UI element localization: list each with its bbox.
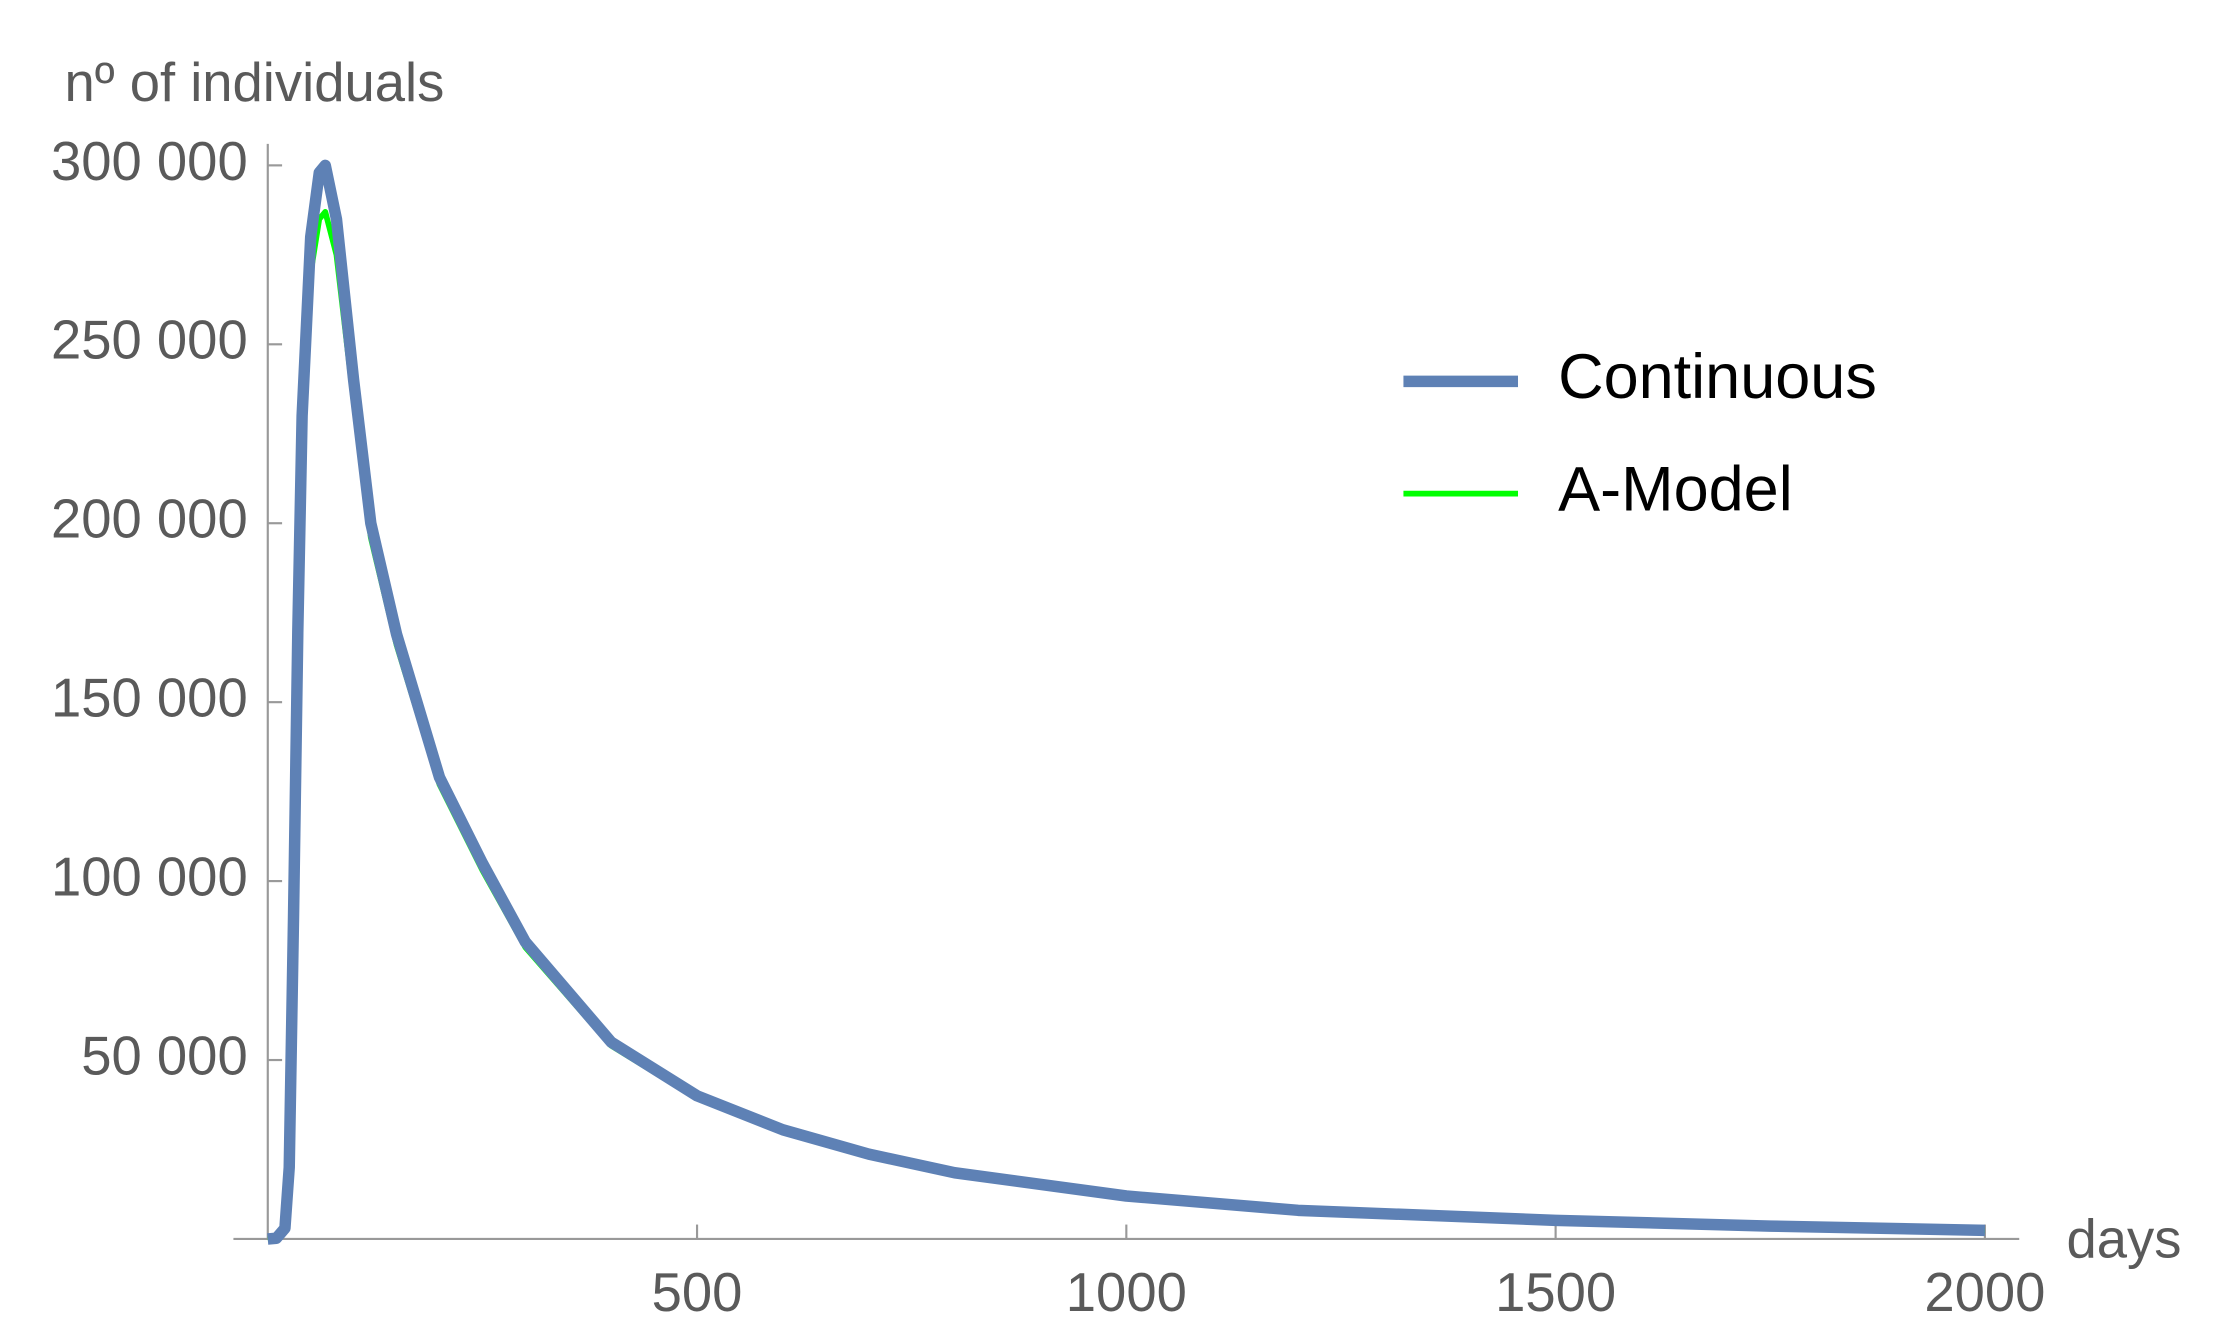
y-tick-label: 50 000 <box>81 1025 247 1086</box>
y-tick-label: 100 000 <box>51 846 248 907</box>
legend-label: A-Model <box>1558 454 1793 524</box>
series-line <box>267 159 1986 1245</box>
x-tick-label: 2000 <box>1924 1262 2045 1323</box>
x-axis-title: days <box>2066 1209 2181 1270</box>
y-tick-label: 150 000 <box>51 667 248 728</box>
x-tick-label: 1500 <box>1495 1262 1616 1323</box>
y-tick-label: 300 000 <box>51 131 248 192</box>
legend-label: Continuous <box>1558 342 1877 412</box>
y-axis-title: nº of individuals <box>64 52 444 113</box>
y-tick-label: 250 000 <box>51 310 248 371</box>
x-tick-label: 500 <box>652 1262 743 1323</box>
x-tick-label: 1000 <box>1066 1262 1187 1323</box>
y-tick-label: 200 000 <box>51 489 248 550</box>
